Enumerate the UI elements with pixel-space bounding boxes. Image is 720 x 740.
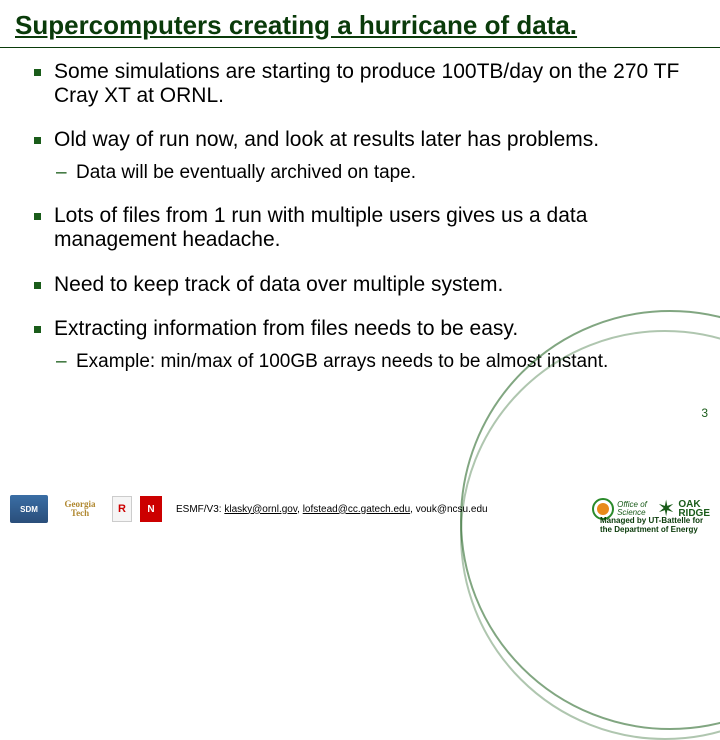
email-link[interactable]: klasky@ornl.gov <box>224 504 297 515</box>
science-text: Office of Science <box>617 501 647 517</box>
bullet-text: Extracting information from files needs … <box>54 317 518 340</box>
email-link[interactable]: lofstead@cc.gatech.edu <box>303 504 410 515</box>
bullet-text: Lots of files from 1 run with multiple u… <box>54 204 587 251</box>
sub-list: Data will be eventually archived on tape… <box>54 162 690 184</box>
bullet-text: Some simulations are starting to produce… <box>54 60 679 107</box>
bullet-text: Need to keep track of data over multiple… <box>54 273 503 296</box>
slide-title: Supercomputers creating a hurricane of d… <box>0 0 720 48</box>
rutgers-logo: R <box>112 496 132 522</box>
sdm-logo: SDM <box>10 495 48 523</box>
email-text: vouk@ncsu.edu <box>416 504 488 515</box>
bullet-item: Some simulations are starting to produce… <box>30 60 690 108</box>
sub-item: Data will be eventually archived on tape… <box>54 162 690 184</box>
page-number: 3 <box>701 406 708 420</box>
contact-prefix: ESMF/V3: <box>176 504 224 515</box>
georgia-tech-logo: Georgia Tech <box>56 496 104 522</box>
ncsu-logo: N <box>140 496 162 522</box>
footer-contact: ESMF/V3: klasky@ornl.gov, lofstead@cc.ga… <box>176 504 592 515</box>
managed-by-text: Managed by UT-Battelle for the Departmen… <box>600 517 710 534</box>
bullet-item: Need to keep track of data over multiple… <box>30 273 690 297</box>
bullet-item: Lots of files from 1 run with multiple u… <box>30 204 690 252</box>
bullet-item: Old way of run now, and look at results … <box>30 128 690 184</box>
bullet-text: Old way of run now, and look at results … <box>54 128 599 151</box>
